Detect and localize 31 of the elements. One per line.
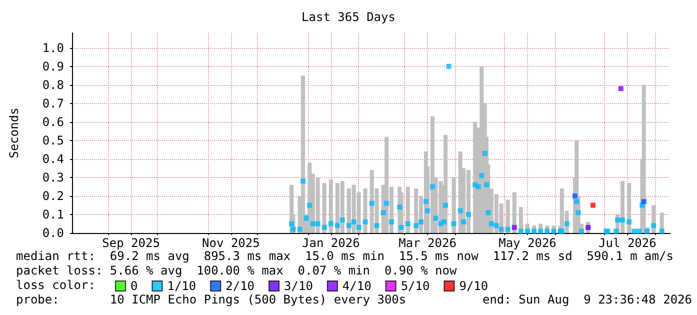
legend-title: loss color:	[16, 278, 96, 292]
x-tick-label: Sep 2025	[102, 236, 160, 250]
y-tick-label: 0.4	[42, 152, 64, 166]
y-tick-label: 1.0	[42, 40, 64, 55]
x-tick-label: Jul 2026	[598, 236, 656, 250]
y-tick-label: 0.7	[42, 96, 64, 110]
text: end: Sun Aug 9 23:36:48 2026	[482, 292, 692, 306]
legend-label: 3/10	[284, 279, 313, 293]
y-tick-label: 0.1	[42, 207, 64, 222]
y-tick-label: 0.3	[42, 170, 64, 184]
y-axis-title: Seconds	[7, 108, 21, 158]
x-tick-label: Jan 2026	[302, 236, 360, 250]
x-tick-label: Nov 2025	[202, 236, 260, 250]
text: probe: 10 ICMP Echo Pings (500 Bytes) every 300s	[16, 292, 406, 306]
y-tick-label: 0.5	[42, 133, 64, 148]
legend-label: 5/10	[400, 279, 430, 293]
x-tick-label: Mar 2026	[398, 236, 456, 250]
y-tick-label: 0.2	[42, 188, 64, 203]
legend-label: 2/10	[226, 279, 255, 293]
legend-label: 4/10	[342, 279, 372, 293]
x-tick-label: May 2026	[498, 236, 556, 250]
y-tick-label: 0.9	[42, 59, 64, 74]
legend-label: 9/10	[459, 279, 488, 293]
y-tick-label: 0.8	[42, 78, 64, 92]
text: median rtt: 69.2 ms avg 895.3 ms max 15.0 ms min 15.5 ms now 117.2 ms sd 590.1 m am/s	[16, 249, 674, 263]
chart-title: Last 365 Days	[302, 10, 396, 24]
legend-label: 0	[130, 279, 138, 293]
y-tick-label: 0.0	[42, 226, 64, 240]
y-tick-label: 0.6	[42, 114, 64, 129]
text: packet loss: 5.66 % avg 100.00 % max 0.07 % min 0.90 % now	[16, 264, 458, 278]
legend-label: 1/10	[167, 279, 196, 293]
